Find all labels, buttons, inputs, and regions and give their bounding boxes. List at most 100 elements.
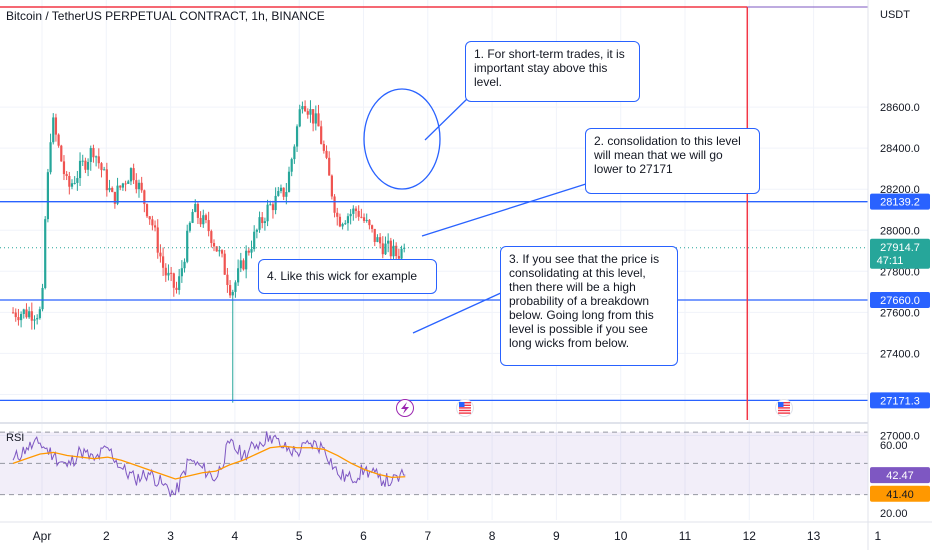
candle-body-up [314, 113, 317, 124]
annotation-note-4[interactable]: 4. Like this wick for example [258, 259, 437, 294]
price-tick-label: 28200.0 [880, 184, 920, 196]
candle-body-down [395, 245, 398, 257]
candle-body-down [100, 163, 103, 171]
us-flag-stripe [459, 407, 471, 409]
rsi-label: RSI [6, 432, 25, 444]
candle-body-down [113, 191, 116, 204]
level-price-tag [870, 392, 930, 409]
rsi-value-tag [870, 467, 930, 484]
candle-body-down [92, 148, 95, 158]
candle-body-up [392, 245, 395, 257]
time-tick-label: 12 [743, 529, 757, 543]
candle-body-up [237, 268, 240, 283]
candle-body-down [261, 217, 264, 224]
candle-body-down [164, 267, 167, 276]
event-icons [396, 399, 793, 417]
price-levels [0, 201, 868, 401]
candle-body-down [379, 237, 382, 244]
price-tick-label: 27800.0 [880, 266, 920, 278]
rsi-ma-label: 41.40 [886, 489, 914, 501]
chart-title: Bitcoin / TetherUS PERPETUAL CONTRACT, 1… [6, 9, 325, 23]
level-price-tag-label: 28139.2 [880, 197, 920, 209]
candle-body-down [204, 215, 208, 221]
candle-body-down [175, 287, 178, 290]
rsi-pane [0, 422, 932, 497]
candle-body-down [25, 309, 28, 318]
candle-body-up [290, 159, 293, 172]
candle-body-up [346, 216, 350, 224]
candle-body-up [33, 319, 36, 321]
candle-body-up [298, 109, 301, 127]
price-tick-label: 28000.0 [880, 225, 920, 237]
candle-body-down [338, 216, 342, 227]
candle-body-down [336, 212, 339, 217]
candle-body-up [108, 187, 111, 191]
candle-body-down [210, 231, 213, 244]
candle-body-up [44, 219, 47, 288]
candle-body-up [22, 309, 25, 314]
candle-body-down [362, 217, 366, 221]
candle-body-down [97, 156, 100, 164]
candle-body-down [354, 208, 358, 211]
rsi-ma-tag [870, 485, 930, 502]
candle-body-down [215, 246, 218, 252]
candle-body-up [274, 195, 277, 211]
candle-body-up [186, 230, 189, 262]
arrow-note-1 [424, 97, 469, 141]
candle-body-up [86, 161, 90, 170]
candle-body-down [199, 217, 202, 225]
candle-body-up [287, 171, 291, 193]
candle-body-up [167, 272, 170, 276]
candle-body-up [258, 217, 261, 230]
candle-body-up [250, 249, 253, 253]
candle-body-down [57, 134, 60, 146]
rsi-tick-label: 20.00 [880, 508, 908, 520]
candle-body-down [143, 190, 146, 205]
candle-body-up [253, 231, 256, 250]
candle-body-up [301, 106, 304, 110]
us-flag-canton [778, 402, 784, 407]
candle-body-down [220, 250, 224, 254]
candle-body-up [255, 229, 258, 232]
candle-body-down [226, 274, 229, 286]
time-tick-label: 6 [360, 529, 367, 543]
price-tick-label: 27000.0 [880, 431, 920, 443]
candle-body-up [95, 156, 98, 158]
candle-body-up [41, 287, 44, 310]
us-flag-stripe [459, 402, 471, 404]
candle-body-down [111, 187, 114, 192]
time-tick-label: 3 [167, 529, 174, 543]
annotation-note-1[interactable]: 1. For short-term trades, it is importan… [465, 41, 640, 102]
candle-body-up [178, 276, 181, 290]
time-tick-label: Apr [33, 529, 52, 543]
price-axis-unit: USDT [880, 9, 910, 21]
candle-body-up [263, 221, 267, 224]
current-price-tag [870, 238, 930, 269]
candle-body-down [124, 183, 127, 185]
candle-body-down [68, 176, 71, 187]
drawings [0, 6, 868, 420]
candle-body-up [81, 160, 84, 162]
candle-body-up [73, 182, 76, 184]
level-price-tag [870, 193, 930, 210]
candle-body-up [245, 250, 248, 270]
time-tick-label: 10 [614, 529, 628, 543]
candle-body-down [320, 126, 323, 144]
candle-body-up [349, 213, 352, 217]
candle-body-down [228, 285, 232, 296]
candle-body-down [317, 113, 320, 127]
candle-body-up [129, 168, 133, 182]
price-tick-label: 27400.0 [880, 348, 920, 360]
candle-body-up [180, 268, 183, 277]
annotation-note-2[interactable]: 2. consolidation to this level will mean… [585, 128, 760, 194]
time-tick-label: 8 [489, 529, 496, 543]
candle-body-up [365, 219, 368, 221]
candle-body-down [212, 243, 216, 247]
annotation-note-3[interactable]: 3. If you see that the price is consolid… [500, 246, 678, 366]
candle-body-up [137, 182, 141, 190]
time-tick-label: 11 [679, 529, 692, 543]
us-flag-stripe [778, 407, 790, 409]
candle-body-up [183, 261, 186, 269]
time-tick-label: 13 [807, 529, 821, 543]
